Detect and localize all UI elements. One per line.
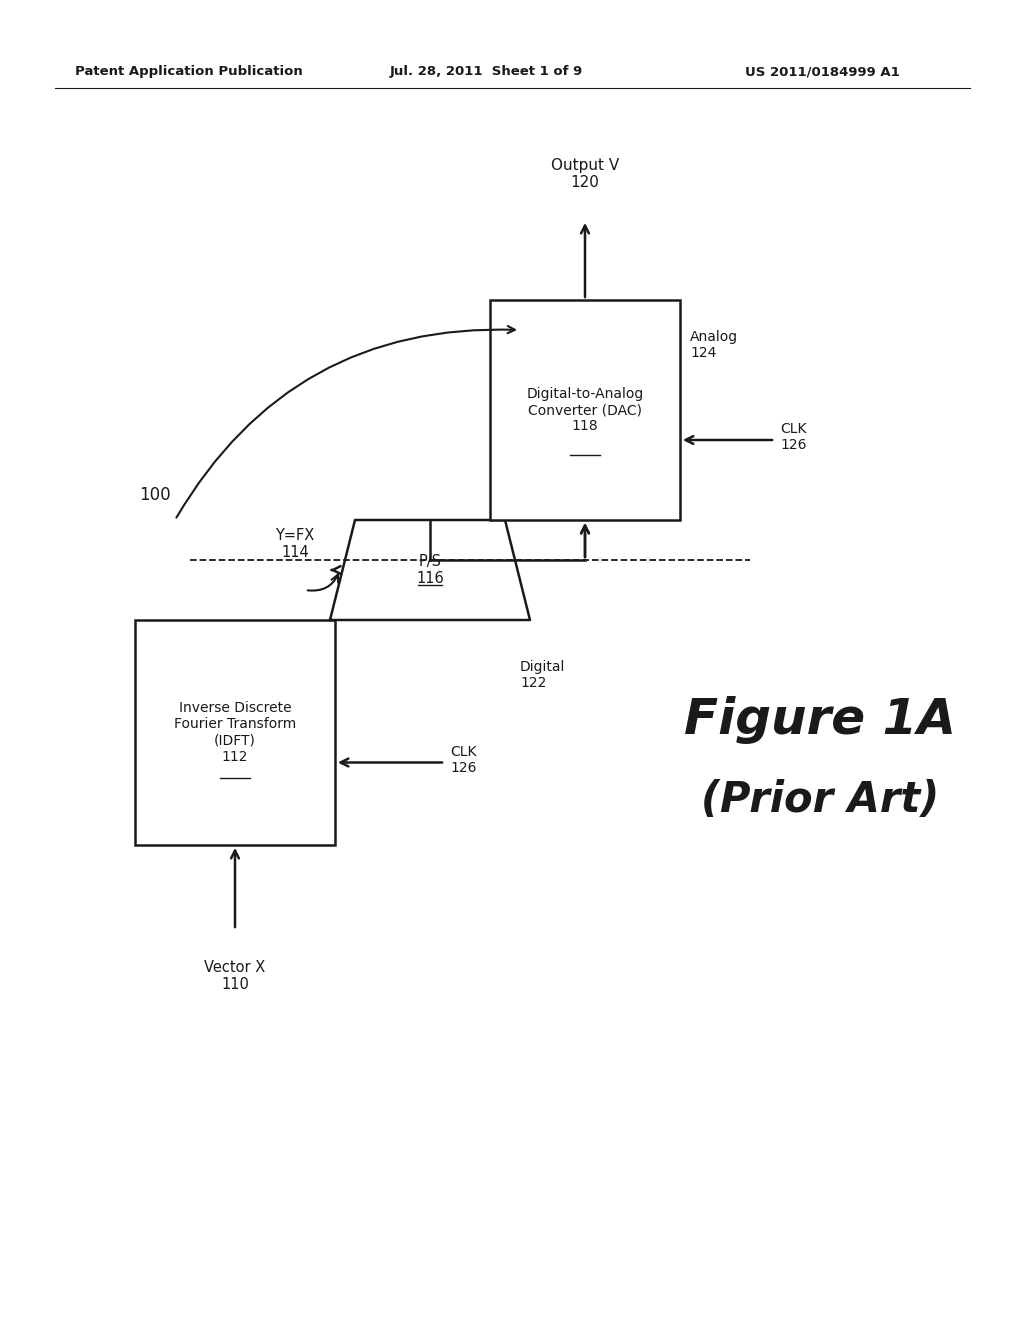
Text: Figure 1A: Figure 1A [684,696,956,744]
Text: US 2011/0184999 A1: US 2011/0184999 A1 [745,66,900,78]
Polygon shape [330,520,530,620]
Text: CLK
126: CLK 126 [450,744,476,775]
Text: Patent Application Publication: Patent Application Publication [75,66,303,78]
Bar [135,620,335,845]
Text: Analog
124: Analog 124 [690,330,738,360]
Text: (Prior Art): (Prior Art) [700,779,939,821]
Text: Digital
122: Digital 122 [520,660,565,690]
Text: CLK
126: CLK 126 [780,422,807,453]
Text: Inverse Discrete
Fourier Transform
(IDFT)
112: Inverse Discrete Fourier Transform (IDFT… [174,701,296,764]
Text: Output V
120: Output V 120 [551,157,620,190]
Text: Vector X
110: Vector X 110 [205,960,265,993]
Text: 100: 100 [139,486,171,504]
Bar [490,300,680,520]
Text: P/S
116: P/S 116 [416,554,443,586]
Text: Digital-to-Analog
Converter (DAC)
118: Digital-to-Analog Converter (DAC) 118 [526,387,644,433]
Text: Jul. 28, 2011  Sheet 1 of 9: Jul. 28, 2011 Sheet 1 of 9 [390,66,584,78]
Text: Y=FX
114: Y=FX 114 [275,528,314,560]
